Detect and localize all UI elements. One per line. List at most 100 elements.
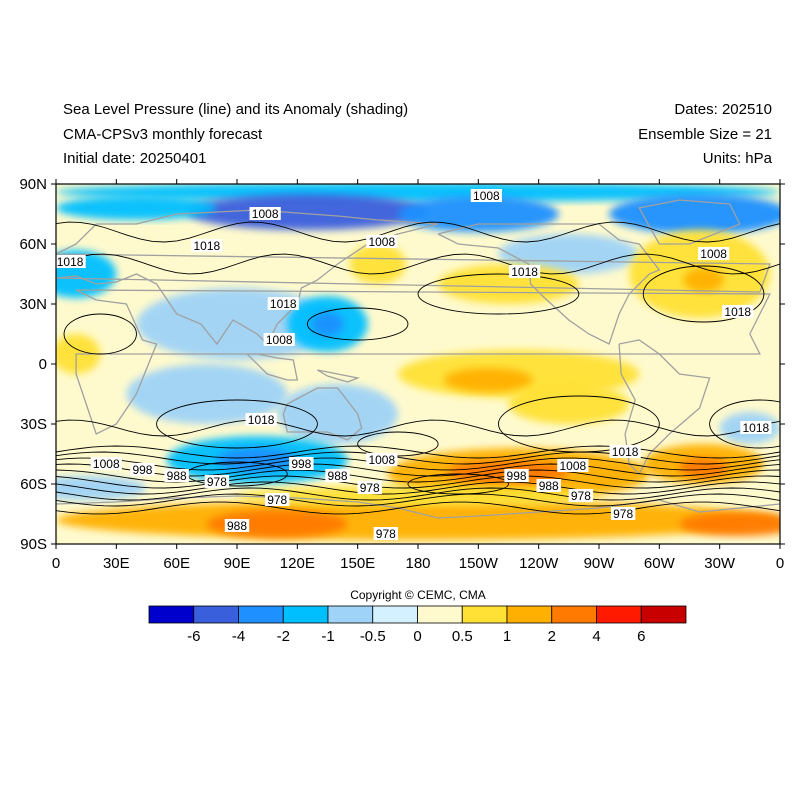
colorbar-label-9: 4 xyxy=(592,628,600,645)
lon-label-8: 120W xyxy=(519,555,559,572)
lat-label-6: 90S xyxy=(20,536,47,553)
contour-southern-6 xyxy=(56,481,780,495)
contour-northern-1 xyxy=(56,221,780,243)
colorbar-swatch-2 xyxy=(238,605,284,624)
copyright-label: Copyright © CEMC, CMA xyxy=(350,588,486,602)
anomaly-region-18 xyxy=(508,384,630,424)
contour-label-24: 978 xyxy=(571,489,591,503)
colorbar-swatch-8 xyxy=(506,605,553,624)
contour-label-13: 1008 xyxy=(93,457,120,471)
colorbar-swatch-7 xyxy=(461,605,508,624)
coastline-2 xyxy=(282,387,363,441)
contour-label-9: 1018 xyxy=(724,305,751,319)
contour-label-bg-16 xyxy=(204,475,230,488)
lon-label-2: 60E xyxy=(163,555,190,572)
contour-label-bg-0 xyxy=(470,189,502,202)
contour-cell-4 xyxy=(156,399,318,449)
contour-label-12: 1018 xyxy=(612,445,639,459)
colorbar-label-1: -4 xyxy=(232,628,245,645)
lat-label-0: 90N xyxy=(19,176,47,193)
coastline-5 xyxy=(638,199,741,245)
coastline-1 xyxy=(75,289,771,435)
contour-cell-6 xyxy=(357,431,439,457)
colorbar-label-2: -2 xyxy=(277,628,290,645)
contour-label-20: 978 xyxy=(360,481,380,495)
contour-label-26: 978 xyxy=(613,507,633,521)
contour-label-7: 1018 xyxy=(270,297,297,311)
contour-label-bg-4 xyxy=(56,255,86,268)
anomaly-region-14 xyxy=(126,364,288,424)
lat-label-3: 0 xyxy=(39,356,47,373)
units-label: Units: hPa xyxy=(702,150,772,167)
contour-label-bg-13 xyxy=(90,457,122,470)
contour-label-bg-28 xyxy=(373,527,399,540)
colorbar-swatch-3 xyxy=(282,605,329,624)
anomaly-region-1 xyxy=(186,194,429,230)
anomaly-region-15 xyxy=(277,384,398,444)
colorbar-label-8: 2 xyxy=(548,628,556,645)
colorbar-swatch-10 xyxy=(596,605,642,624)
contour-southern-8 xyxy=(56,493,780,507)
lon-label-10: 60W xyxy=(644,555,676,572)
contour-labels: 1008 1008 1008 1008 1018 1018 1018 1018 1008 1018… xyxy=(56,189,772,541)
contour-southern-2 xyxy=(56,457,780,471)
contour-label-25: 978 xyxy=(267,493,287,507)
contour-label-bg-9 xyxy=(722,305,754,318)
contour-label-14: 998 xyxy=(132,463,152,477)
anomaly-region-9 xyxy=(349,244,406,284)
contour-label-bg-17 xyxy=(289,457,314,470)
contour-label-bg-20 xyxy=(357,481,382,494)
colorbar-label-7: 1 xyxy=(503,628,511,645)
contour-label-28: 978 xyxy=(376,527,396,541)
contour-label-0: 1008 xyxy=(473,189,500,203)
contour-label-bg-21 xyxy=(504,469,529,482)
lon-label-12: 0 xyxy=(776,555,784,572)
contour-label-bg-18 xyxy=(325,469,350,482)
anomaly-region-23 xyxy=(56,476,147,500)
chart-title: Sea Level Pressure (line) and its Anomal… xyxy=(63,101,409,118)
coastline-0 xyxy=(56,209,771,346)
contour-cell-0 xyxy=(642,265,765,323)
lat-label-1: 60N xyxy=(19,236,47,253)
contour-label-16: 978 xyxy=(207,475,227,489)
contour-label-15: 988 xyxy=(167,469,187,483)
colorbar: -6 -4 -2 -1 -0.5 0 0.5 1 2 4 6 xyxy=(148,605,687,645)
contour-cell-7 xyxy=(306,307,409,341)
contour-label-bg-25 xyxy=(265,493,290,506)
contour-label-bg-3 xyxy=(698,247,730,260)
axis-ticks xyxy=(51,179,785,549)
anomaly-region-2 xyxy=(397,196,559,232)
coastline-8 xyxy=(246,353,299,381)
contour-label-22: 988 xyxy=(539,479,559,493)
lat-label-4: 30S xyxy=(20,416,47,433)
contour-label-3: 1008 xyxy=(700,247,727,261)
contour-label-18: 988 xyxy=(328,469,348,483)
contour-label-bg-2 xyxy=(366,235,398,248)
contour-label-bg-23 xyxy=(557,459,589,472)
dates-label: Dates: 202510 xyxy=(674,101,772,118)
anomaly-region-3 xyxy=(56,196,217,220)
colorbar-label-0: -6 xyxy=(187,628,200,645)
contour-label-21: 998 xyxy=(507,469,527,483)
anomaly-region-4 xyxy=(609,194,780,234)
contour-label-bg-8 xyxy=(263,333,295,346)
lon-label-0: 0 xyxy=(52,555,60,572)
contour-label-11: 1018 xyxy=(743,421,770,435)
model-label: CMA-CPSv3 monthly forecast xyxy=(63,126,263,143)
colorbar-swatch-6 xyxy=(417,605,463,624)
contour-label-bg-27 xyxy=(224,519,250,532)
lon-label-6: 180 xyxy=(405,555,430,572)
lat-label-5: 60S xyxy=(20,476,47,493)
colorbar-swatch-11 xyxy=(640,605,687,624)
longitude-axis: 0 30E 60E 90E 120E 150E 180 150W 120W 90W 60W 30W 0 xyxy=(52,555,784,572)
contour-label-5: 1018 xyxy=(193,239,220,253)
colorbar-swatch-9 xyxy=(551,605,597,624)
contour-label-bg-10 xyxy=(245,413,277,426)
contour-label-8: 1008 xyxy=(266,333,293,347)
anomaly-region-10 xyxy=(438,264,579,304)
colorbar-label-3: -1 xyxy=(321,628,334,645)
contour-label-10: 1018 xyxy=(248,413,275,427)
colorbar-swatch-0 xyxy=(148,605,195,624)
coastline-7 xyxy=(317,369,360,383)
lon-label-5: 150E xyxy=(340,555,375,572)
